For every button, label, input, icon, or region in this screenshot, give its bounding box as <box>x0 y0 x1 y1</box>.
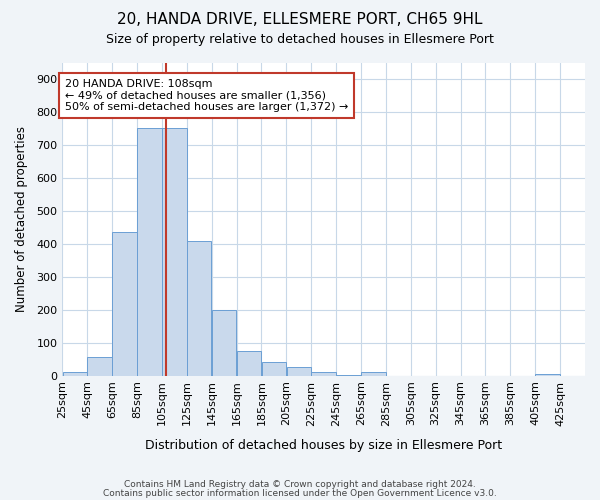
Bar <box>162 128 187 376</box>
Text: Contains HM Land Registry data © Crown copyright and database right 2024.: Contains HM Land Registry data © Crown c… <box>124 480 476 489</box>
Bar <box>262 362 286 376</box>
Bar <box>361 372 386 376</box>
Text: Contains public sector information licensed under the Open Government Licence v3: Contains public sector information licen… <box>103 488 497 498</box>
X-axis label: Distribution of detached houses by size in Ellesmere Port: Distribution of detached houses by size … <box>145 440 502 452</box>
Bar <box>535 374 560 376</box>
Bar <box>137 128 161 376</box>
Y-axis label: Number of detached properties: Number of detached properties <box>15 126 28 312</box>
Bar <box>112 232 137 376</box>
Bar <box>212 310 236 376</box>
Bar <box>187 240 211 376</box>
Bar <box>311 372 336 376</box>
Bar <box>62 372 87 376</box>
Text: Size of property relative to detached houses in Ellesmere Port: Size of property relative to detached ho… <box>106 32 494 46</box>
Text: 20, HANDA DRIVE, ELLESMERE PORT, CH65 9HL: 20, HANDA DRIVE, ELLESMERE PORT, CH65 9H… <box>117 12 483 28</box>
Bar <box>237 351 261 376</box>
Bar <box>336 375 361 376</box>
Text: 20 HANDA DRIVE: 108sqm
← 49% of detached houses are smaller (1,356)
50% of semi-: 20 HANDA DRIVE: 108sqm ← 49% of detached… <box>65 79 348 112</box>
Bar <box>88 356 112 376</box>
Bar <box>287 366 311 376</box>
